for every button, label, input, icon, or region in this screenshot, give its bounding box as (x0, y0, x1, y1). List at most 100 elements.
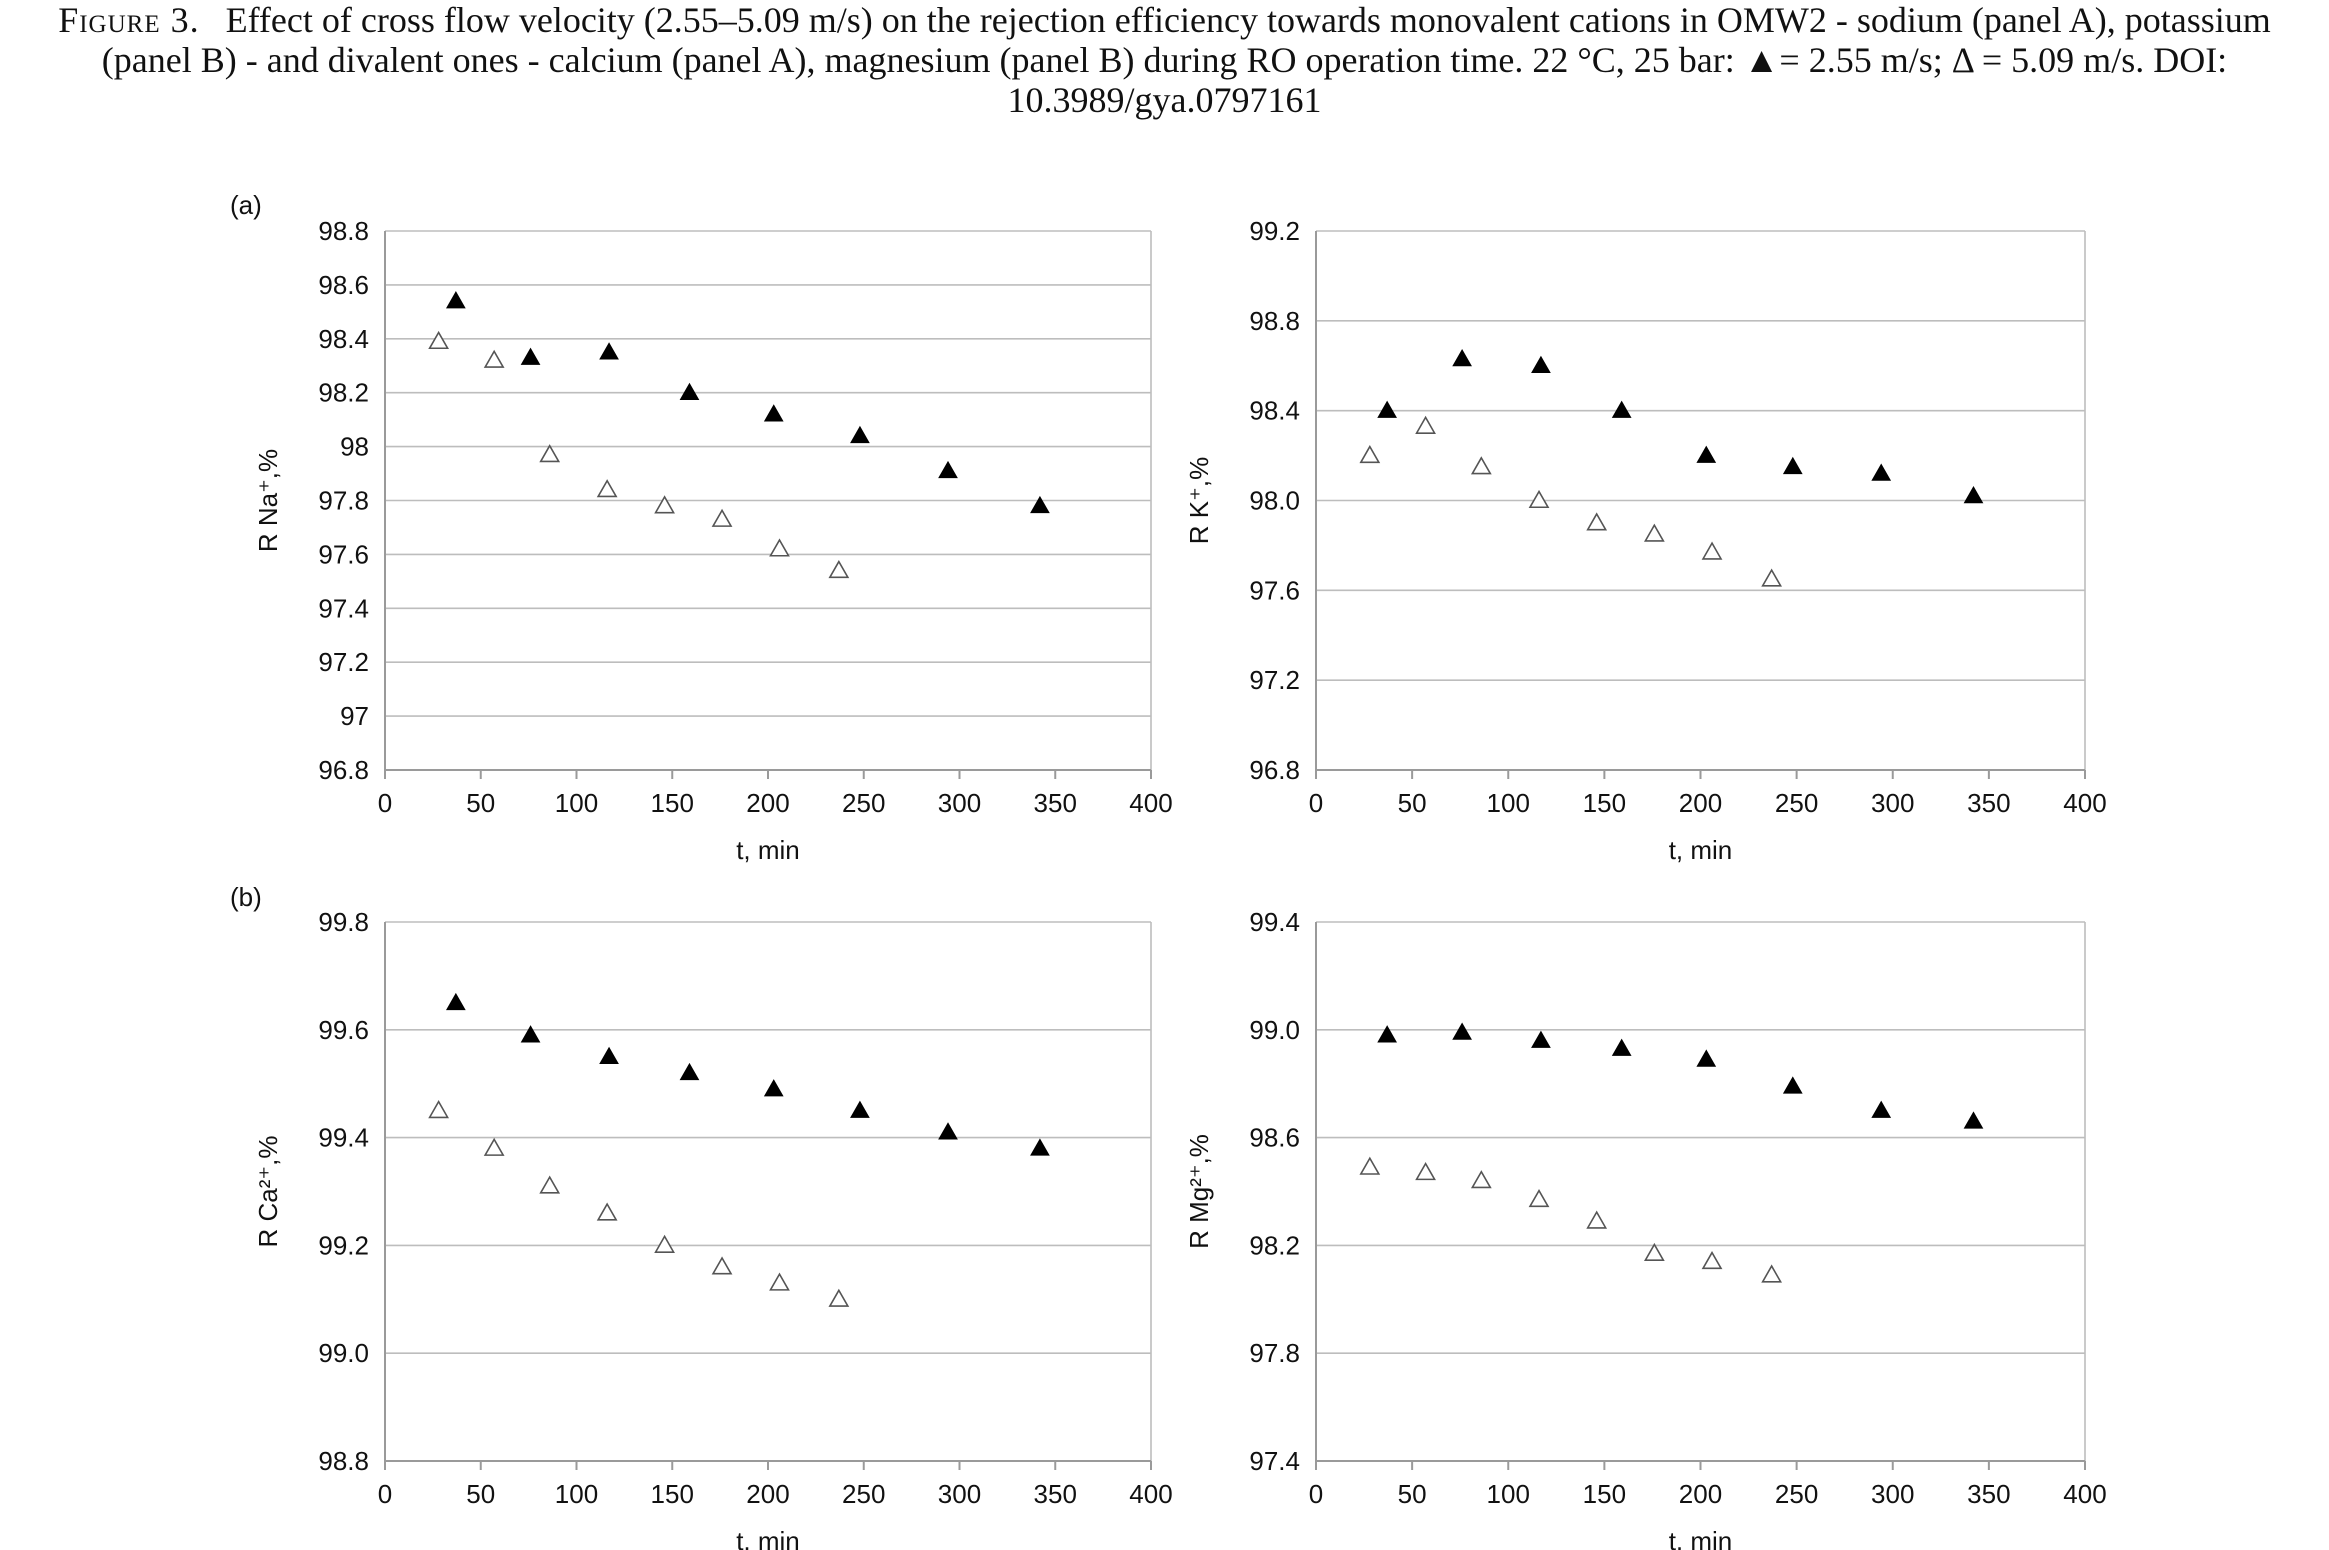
data-point-open (539, 1175, 561, 1194)
y-tick-label: 98 (340, 432, 369, 462)
x-tick-label: 250 (842, 788, 885, 818)
x-tick-label: 350 (1967, 1479, 2010, 1509)
data-point-open (1586, 512, 1608, 531)
data-point-open (769, 538, 790, 557)
y-tick-label: 97.2 (1249, 665, 1300, 695)
data-point-open (1359, 444, 1381, 464)
x-tick-label: 200 (746, 788, 789, 818)
y-tick-label: 97.6 (318, 539, 369, 569)
data-point-filled (763, 404, 784, 422)
x-tick-label: 200 (1679, 1479, 1722, 1509)
data-point-open (654, 1234, 675, 1253)
data-point-filled (1696, 1049, 1717, 1067)
data-point-open (1761, 1264, 1783, 1283)
x-tick-label: 100 (1487, 788, 1530, 818)
x-axis-title: t, min (1669, 1526, 1733, 1550)
data-point-open (1761, 568, 1783, 587)
x-tick-label: 100 (1487, 1479, 1530, 1509)
x-tick-label: 300 (1871, 788, 1914, 818)
y-tick-label: 99.8 (318, 907, 369, 937)
data-point-filled (938, 1122, 958, 1140)
data-point-open (1701, 1250, 1723, 1270)
y-tick-label: 98.6 (1249, 1123, 1300, 1153)
data-point-open (1359, 1156, 1381, 1175)
y-axis-title: R Na⁺,% (253, 449, 283, 552)
y-tick-label: 98.4 (318, 324, 369, 354)
data-point-filled (1377, 1025, 1397, 1043)
x-axis-title: t, min (736, 835, 800, 865)
y-tick-label: 97.8 (1249, 1338, 1300, 1368)
data-point-filled (599, 1046, 619, 1064)
y-tick-label: 97.4 (1249, 1446, 1300, 1476)
x-tick-label: 400 (2063, 788, 2106, 818)
data-point-open (1415, 1162, 1436, 1181)
chart-potassium: 96.8 97.2 97.6 98.0 98.4 98.8 99.2 0 50 100 150 200… (1184, 216, 2107, 865)
y-tick-label: 98.8 (318, 216, 369, 246)
x-tick-label: 400 (1129, 1479, 1172, 1509)
chart-calcium: 98.8 99.0 99.2 99.4 99.6 99.8 0 50 100 150 200 250 3… (253, 907, 1173, 1550)
data-point-filled (1782, 456, 1803, 475)
data-point-filled (520, 1025, 541, 1043)
caption-text: Effect of cross flow velocity (2.55–5.09… (101, 0, 2271, 120)
x-tick-label: 0 (378, 1479, 392, 1509)
data-point-open (711, 508, 733, 527)
x-tick-label: 250 (1775, 1479, 1818, 1509)
data-point-open (1643, 1242, 1665, 1262)
data-point-open (711, 1256, 733, 1275)
data-point-filled (1030, 1138, 1050, 1156)
data-point-filled (679, 1062, 700, 1081)
y-tick-label: 97.4 (318, 593, 369, 623)
data-point-open (483, 1137, 505, 1156)
y-tick-label: 97.2 (318, 647, 369, 677)
data-point-open (1701, 541, 1723, 560)
y-tick-label: 99.4 (1249, 907, 1300, 937)
x-tick-label: 50 (1398, 1479, 1427, 1509)
y-tick-label: 98.0 (1249, 486, 1300, 516)
x-tick-label: 50 (1398, 788, 1427, 818)
y-tick-label: 96.8 (1249, 755, 1300, 785)
chart-magnesium: 97.4 97.8 98.2 98.6 99.0 99.4 0 50 100 150 200 250 3… (1184, 907, 2107, 1550)
data-point-open (539, 444, 561, 463)
data-point-filled (520, 347, 541, 365)
x-tick-label: 300 (938, 788, 981, 818)
x-tick-label: 400 (2063, 1479, 2106, 1509)
data-point-open (428, 330, 449, 350)
data-point-filled (1377, 400, 1397, 418)
data-point-filled (1030, 495, 1050, 514)
data-point-filled (1531, 355, 1551, 373)
data-point-open (654, 495, 675, 514)
x-tick-label: 150 (651, 1479, 694, 1509)
charts-group: 96.8 97 97.2 97.4 97.6 97.8 98 98.2 98.4 98.6 98.8… (253, 216, 2107, 1550)
x-tick-label: 200 (746, 1479, 789, 1509)
y-tick-label: 99.6 (318, 1015, 369, 1045)
data-point-filled (445, 992, 466, 1011)
x-tick-label: 150 (1583, 788, 1626, 818)
data-point-open (1470, 1170, 1492, 1189)
data-point-open (828, 1288, 850, 1307)
data-point-open (1586, 1210, 1608, 1229)
data-point-filled (938, 460, 958, 479)
data-point-filled (763, 1079, 784, 1097)
panel-label-a: (a) (230, 190, 262, 220)
data-point-open (1528, 489, 1550, 509)
y-tick-label: 99.2 (318, 1230, 369, 1260)
y-tick-label: 98.8 (1249, 306, 1300, 336)
panel-label-b: (b) (230, 882, 262, 912)
data-point-open (1528, 1188, 1550, 1208)
figure-caption: Figure 3. Effect of cross flow velocity (… (20, 0, 2309, 120)
x-tick-label: 0 (1309, 1479, 1323, 1509)
x-tick-label: 50 (466, 788, 495, 818)
data-point-open (483, 349, 505, 368)
data-point-filled (1963, 486, 1984, 504)
data-point-filled (850, 425, 870, 444)
data-point-filled (1782, 1076, 1803, 1094)
x-tick-label: 350 (1034, 788, 1077, 818)
data-point-filled (1611, 400, 1632, 418)
y-tick-label: 98.6 (318, 270, 369, 300)
y-tick-label: 99.0 (1249, 1015, 1300, 1045)
x-tick-label: 100 (555, 1479, 598, 1509)
x-tick-label: 400 (1129, 788, 1172, 818)
y-tick-label: 96.8 (318, 755, 369, 785)
x-tick-label: 350 (1967, 788, 2010, 818)
y-tick-label: 99.0 (318, 1338, 369, 1368)
